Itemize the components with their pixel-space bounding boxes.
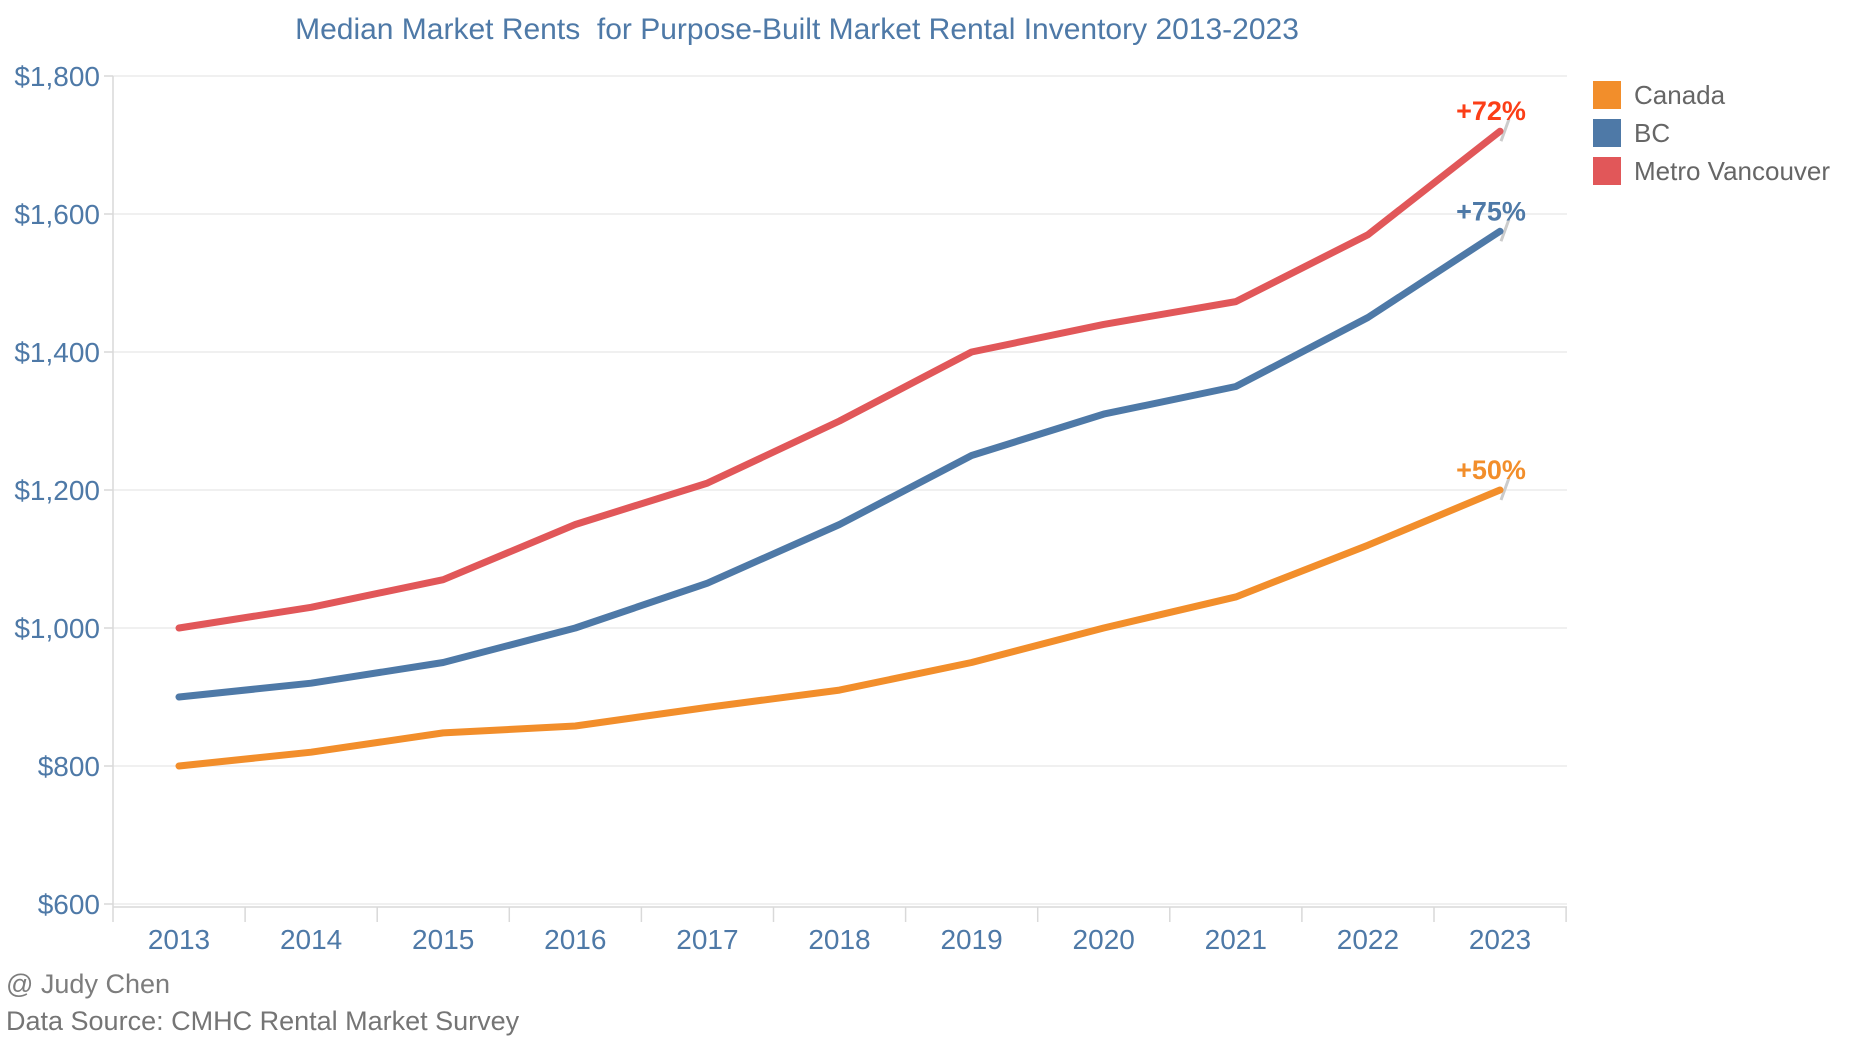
y-axis-label: $1,400	[14, 337, 100, 368]
legend-label-bc: BC	[1634, 117, 1671, 148]
chart-title: Median Market Rents for Purpose-Built Ma…	[295, 13, 1299, 46]
y-axis-label: $1,000	[14, 613, 100, 644]
x-axis-label: 2013	[148, 924, 210, 955]
annotation-leader-stub	[1499, 118, 1511, 142]
x-axis-label: 2017	[676, 924, 738, 955]
legend-swatch-canada	[1593, 81, 1621, 109]
legend-label-metro-vancouver: Metro Vancouver	[1634, 155, 1831, 186]
x-axis-label: 2021	[1205, 924, 1267, 955]
annotation-leader-stub	[1499, 218, 1511, 242]
y-axis-label: $1,200	[14, 475, 100, 506]
footer: @ Judy Chen Data Source: CMHC Rental Mar…	[6, 966, 519, 1040]
series-line-canada[interactable]	[175, 486, 1504, 770]
annotation-bc: +75%	[1456, 196, 1526, 226]
legend-item-canada: Canada	[1593, 79, 1830, 110]
legend: Canada BC Metro Vancouver	[1593, 79, 1831, 195]
y-axis-label: $600	[38, 889, 100, 920]
y-axis-label: $800	[38, 751, 100, 782]
series-line-bc[interactable]	[175, 227, 1504, 701]
x-axis-label: 2016	[544, 924, 606, 955]
x-axis-label: 2018	[808, 924, 870, 955]
x-axis-label: 2019	[940, 924, 1002, 955]
x-axis-label: 2023	[1469, 924, 1531, 955]
x-axis-label: 2020	[1073, 924, 1135, 955]
y-axis-label: $1,600	[14, 199, 100, 230]
legend-item-metro-vancouver: Metro Vancouver	[1593, 155, 1831, 186]
data-source: Data Source: CMHC Rental Market Survey	[6, 1006, 520, 1036]
y-axis-label: $1,800	[14, 61, 100, 92]
legend-swatch-bc	[1593, 119, 1621, 147]
series-line-metro-vancouver[interactable]	[175, 127, 1504, 632]
x-axis-label: 2015	[412, 924, 474, 955]
legend-label-canada: Canada	[1634, 79, 1726, 110]
x-axis-label: 2022	[1337, 924, 1399, 955]
legend-item-bc: BC	[1593, 117, 1830, 148]
legend-swatch-metro-vancouver	[1593, 157, 1621, 185]
author-credit: @ Judy Chen	[6, 969, 170, 999]
annotation-metro-vancouver: +72%	[1456, 96, 1526, 126]
annotation-canada: +50%	[1456, 455, 1526, 485]
x-axis-label: 2014	[280, 924, 342, 955]
annotation-leader-stub	[1499, 477, 1511, 501]
